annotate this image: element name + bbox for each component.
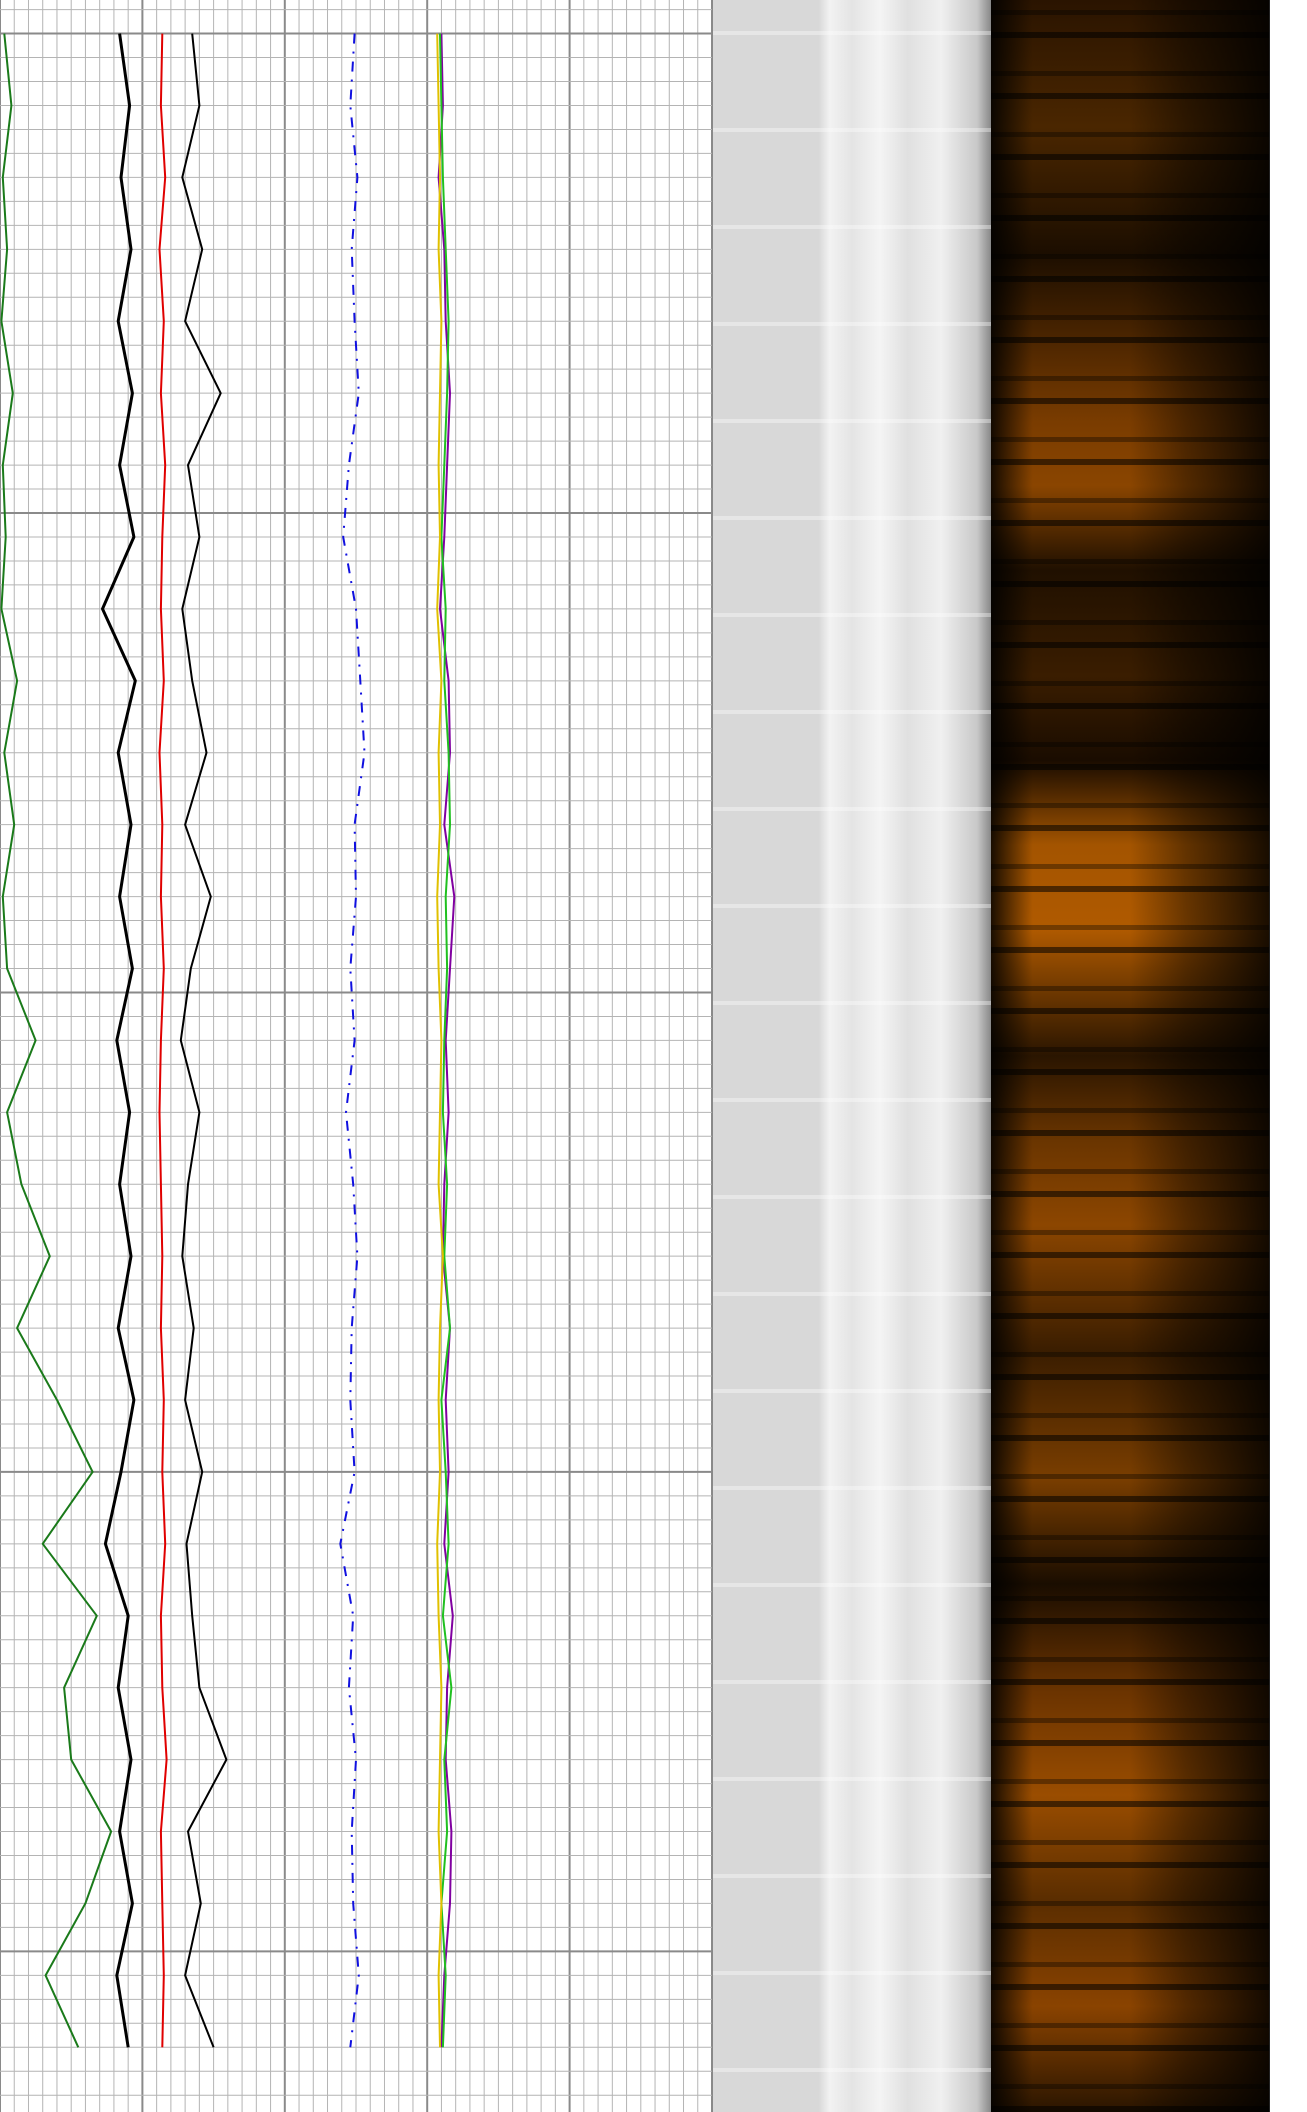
image-log-panel xyxy=(991,0,1270,2112)
log-curve xyxy=(0,33,113,2048)
waveform-panel xyxy=(712,0,991,2112)
log-curve xyxy=(179,33,228,2048)
log-curve xyxy=(158,33,168,2048)
log-track xyxy=(0,0,712,2112)
log-curve xyxy=(436,33,444,2048)
log-curve xyxy=(101,33,137,2048)
log-curve xyxy=(439,33,453,2048)
log-curve xyxy=(339,33,366,2048)
